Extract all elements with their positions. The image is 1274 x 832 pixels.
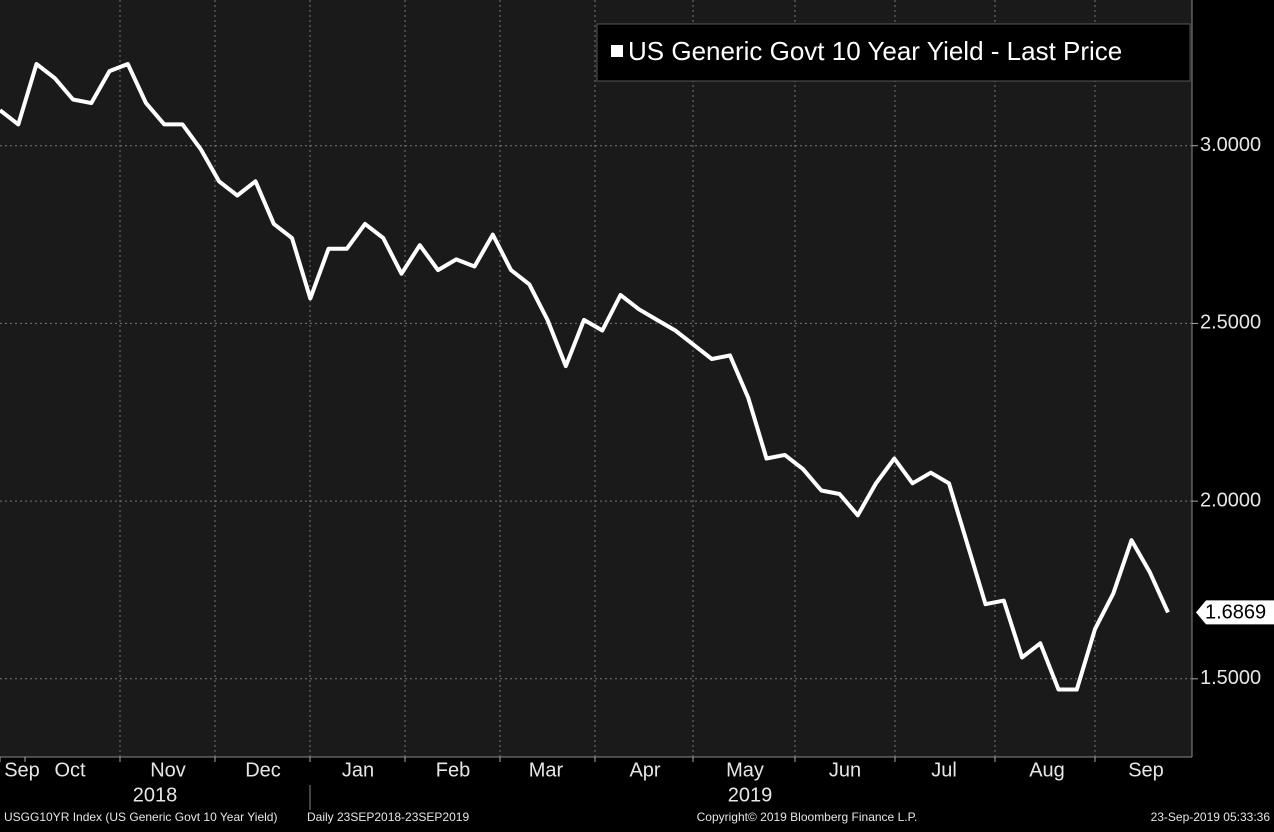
footer-period: Daily 23SEP2018-23SEP2019	[307, 810, 469, 824]
plot-area	[0, 0, 1192, 757]
x-tick-label: Aug	[1029, 759, 1065, 781]
x-tick-label: Jun	[829, 759, 861, 781]
series-line	[0, 62, 1170, 692]
x-tick-label: Sep	[4, 759, 40, 781]
x-tick-label: Sep	[1128, 759, 1164, 781]
x-tick-label: Nov	[150, 759, 186, 781]
last-value-tag	[1196, 600, 1274, 625]
footer-copyright: Copyright© 2019 Bloomberg Finance L.P.	[697, 810, 918, 824]
x-tick-label: Mar	[529, 759, 564, 781]
x-tick-label: Jul	[931, 759, 957, 781]
last-value-label: 1.6869	[1205, 602, 1266, 624]
legend-swatch	[611, 45, 623, 57]
y-tick-label: 2.5000	[1200, 312, 1261, 334]
x-tick-label: Dec	[245, 759, 281, 781]
footer-index: USGG10YR Index (US Generic Govt 10 Year …	[4, 810, 277, 824]
year-label: 2018	[133, 784, 178, 806]
x-tick-label: Jan	[342, 759, 374, 781]
legend-label: US Generic Govt 10 Year Yield - Last Pri…	[628, 36, 1122, 66]
y-tick-label: 2.0000	[1200, 489, 1261, 511]
y-tick-label: 1.5000	[1200, 667, 1261, 689]
x-tick-label: Apr	[629, 759, 660, 781]
x-tick-label: Oct	[54, 759, 86, 781]
legend-box	[596, 23, 1191, 82]
y-tick-label: 3.0000	[1200, 134, 1261, 156]
x-tick-label: May	[726, 759, 764, 781]
footer-timestamp: 23-Sep-2019 05:33:36	[1151, 810, 1271, 824]
year-label: 2019	[728, 784, 773, 806]
x-tick-label: Feb	[436, 759, 470, 781]
